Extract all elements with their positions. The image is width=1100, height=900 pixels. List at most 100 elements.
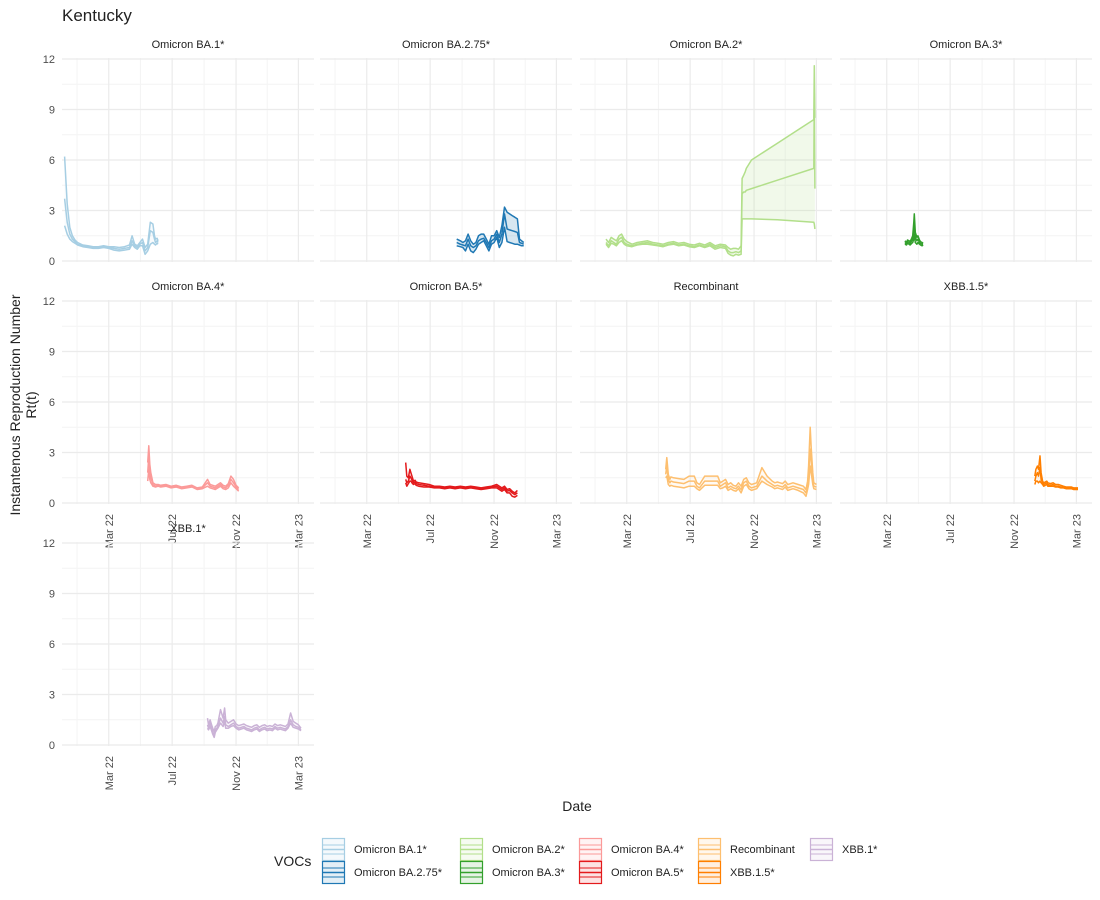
x-tick-label: Nov 22 — [231, 514, 243, 549]
series-line-lower — [404, 480, 518, 498]
series-line-lower — [1034, 480, 1078, 491]
legend-label: XBB.1* — [842, 844, 878, 856]
x-tick-label: Mar 23 — [551, 514, 563, 548]
panel-omicron-ba-5: Omicron BA.5* Mar 22 Jul 22 Nov 22 Mar 23 — [320, 281, 572, 549]
x-tick-label: Mar 23 — [811, 514, 823, 548]
series-line-upper — [456, 206, 525, 245]
panel-omicron-ba-2-75: Omicron BA.2.75* — [320, 39, 572, 262]
y-tick-label: 9 — [49, 347, 55, 359]
x-tick-label: Mar 23 — [1071, 514, 1083, 548]
x-tick-label: Jul 22 — [167, 756, 179, 785]
legend-item-omicron-ba-2-75: Omicron BA.2.75* — [321, 860, 443, 885]
x-tick-label: Jul 22 — [425, 514, 437, 543]
x-tick-label: Mar 22 — [104, 756, 116, 790]
y-tick-label: 12 — [43, 538, 55, 550]
x-tick-label: Jul 22 — [167, 514, 179, 543]
x-tick-label: Mar 23 — [293, 756, 305, 790]
series-line-mean — [206, 715, 302, 736]
series-line-mean — [404, 475, 518, 496]
y-tick-label: 0 — [49, 740, 55, 752]
series-line-mean — [63, 198, 159, 252]
legend-label: Omicron BA.2* — [492, 844, 565, 856]
x-tick-label: Nov 22 — [489, 514, 501, 549]
x-tick-label: Nov 22 — [749, 514, 761, 549]
ci-ribbon — [606, 65, 815, 256]
legend-label: XBB.1.5* — [730, 867, 775, 879]
legend-item-xbb-1-5: XBB.1.5* — [697, 860, 775, 885]
ci-ribbon — [405, 462, 518, 498]
panel-omicron-ba-4: Omicron BA.4* 0 3 6 9 12 Mar 22 Jul 22 Nov 22 Mar… — [43, 281, 314, 549]
series-line-upper — [605, 64, 816, 250]
series-line-upper — [664, 426, 817, 491]
panel-omicron-ba-1: Omicron BA.1* 0 3 6 9 12 — [43, 39, 314, 268]
panel-recombinant: Recombinant Mar 22 Jul 22 Nov 22 Mar 23 — [580, 281, 832, 549]
series-line-mean — [904, 221, 924, 245]
panel-omicron-ba-2: Omicron BA.2* — [580, 39, 832, 262]
y-tick-label: 3 — [49, 690, 55, 702]
series-line-lower — [605, 218, 816, 257]
panel-title: Omicron BA.2* — [670, 39, 743, 51]
legend-item-recombinant: Recombinant — [697, 837, 795, 862]
x-axis-label: Date — [562, 798, 592, 814]
series-line-lower — [456, 226, 524, 254]
legend-label: Omicron BA.2.75* — [354, 867, 443, 879]
y-tick-label: 6 — [49, 639, 55, 651]
x-tick-label: Jul 22 — [685, 514, 697, 543]
series-line-upper — [63, 156, 159, 249]
legend: VOCs Omicron BA.1* Omicron BA.2.75* Omicron… — [274, 837, 878, 885]
panel-xbb-1-5: XBB.1.5* Mar 22 Jul 22 Nov 22 Mar 23 — [840, 281, 1092, 549]
legend-title: VOCs — [274, 853, 311, 869]
x-tick-label: Mar 22 — [622, 514, 634, 548]
series-line-upper — [404, 462, 518, 494]
series-line-upper — [1034, 455, 1078, 489]
legend-item-omicron-ba-1: Omicron BA.1* — [321, 837, 427, 862]
y-tick-label: 9 — [49, 105, 55, 117]
series-line-mean — [146, 455, 240, 491]
panel-title: XBB.1* — [170, 523, 206, 535]
legend-label: Omicron BA.4* — [611, 844, 684, 856]
series-line-mean — [664, 448, 817, 494]
series-line-lower — [665, 465, 817, 498]
ci-ribbon — [456, 207, 524, 253]
legend-label: Omicron BA.5* — [611, 867, 684, 879]
series-line-lower — [206, 720, 302, 739]
y-tick-label: 6 — [49, 155, 55, 167]
y-tick-label: 0 — [49, 256, 55, 268]
panel-title: Omicron BA.2.75* — [402, 39, 491, 51]
y-tick-label: 12 — [43, 296, 55, 308]
x-tick-label: Mar 23 — [293, 514, 305, 548]
panel-title: Omicron BA.1* — [152, 39, 225, 51]
x-tick-label: Mar 22 — [104, 514, 116, 548]
x-tick-label: Nov 22 — [231, 756, 243, 791]
series-line-upper — [206, 707, 302, 733]
legend-label: Omicron BA.1* — [354, 844, 427, 856]
x-tick-label: Mar 22 — [882, 514, 894, 548]
panel-xbb-1: XBB.1* 0 3 6 9 12 Mar 22 Jul 22 Nov 22 Mar 23 — [43, 523, 314, 791]
y-axis-label: Instantenous Reproduction Number — [7, 294, 23, 515]
panel-title: Recombinant — [674, 281, 739, 293]
chart-title: Kentucky — [62, 6, 132, 25]
series-line-upper — [904, 213, 924, 244]
panel-title: Omicron BA.5* — [410, 281, 483, 293]
ci-ribbon — [64, 156, 159, 255]
y-tick-label: 9 — [49, 589, 55, 601]
y-tick-label: 6 — [49, 397, 55, 409]
legend-item-omicron-ba-3: Omicron BA.3* — [459, 860, 565, 885]
x-tick-label: Jul 22 — [945, 514, 957, 543]
panel-title: Omicron BA.3* — [930, 39, 1003, 51]
y-tick-label: 3 — [49, 206, 55, 218]
legend-item-omicron-ba-4: Omicron BA.4* — [578, 837, 684, 862]
panel-title: Omicron BA.4* — [152, 281, 225, 293]
legend-label: Recombinant — [730, 844, 795, 856]
y-axis-label-unit: Rt(t) — [23, 391, 39, 418]
y-tick-label: 0 — [49, 498, 55, 510]
y-tick-label: 3 — [49, 448, 55, 460]
panel-title: XBB.1.5* — [944, 281, 989, 293]
panel-omicron-ba-3: Omicron BA.3* — [840, 39, 1092, 262]
series-line-mean — [1034, 466, 1078, 490]
series-line-lower — [904, 233, 924, 247]
series-line-mean — [605, 91, 816, 254]
ci-ribbon — [207, 708, 301, 738]
legend-item-xbb-1: XBB.1* — [809, 837, 878, 862]
